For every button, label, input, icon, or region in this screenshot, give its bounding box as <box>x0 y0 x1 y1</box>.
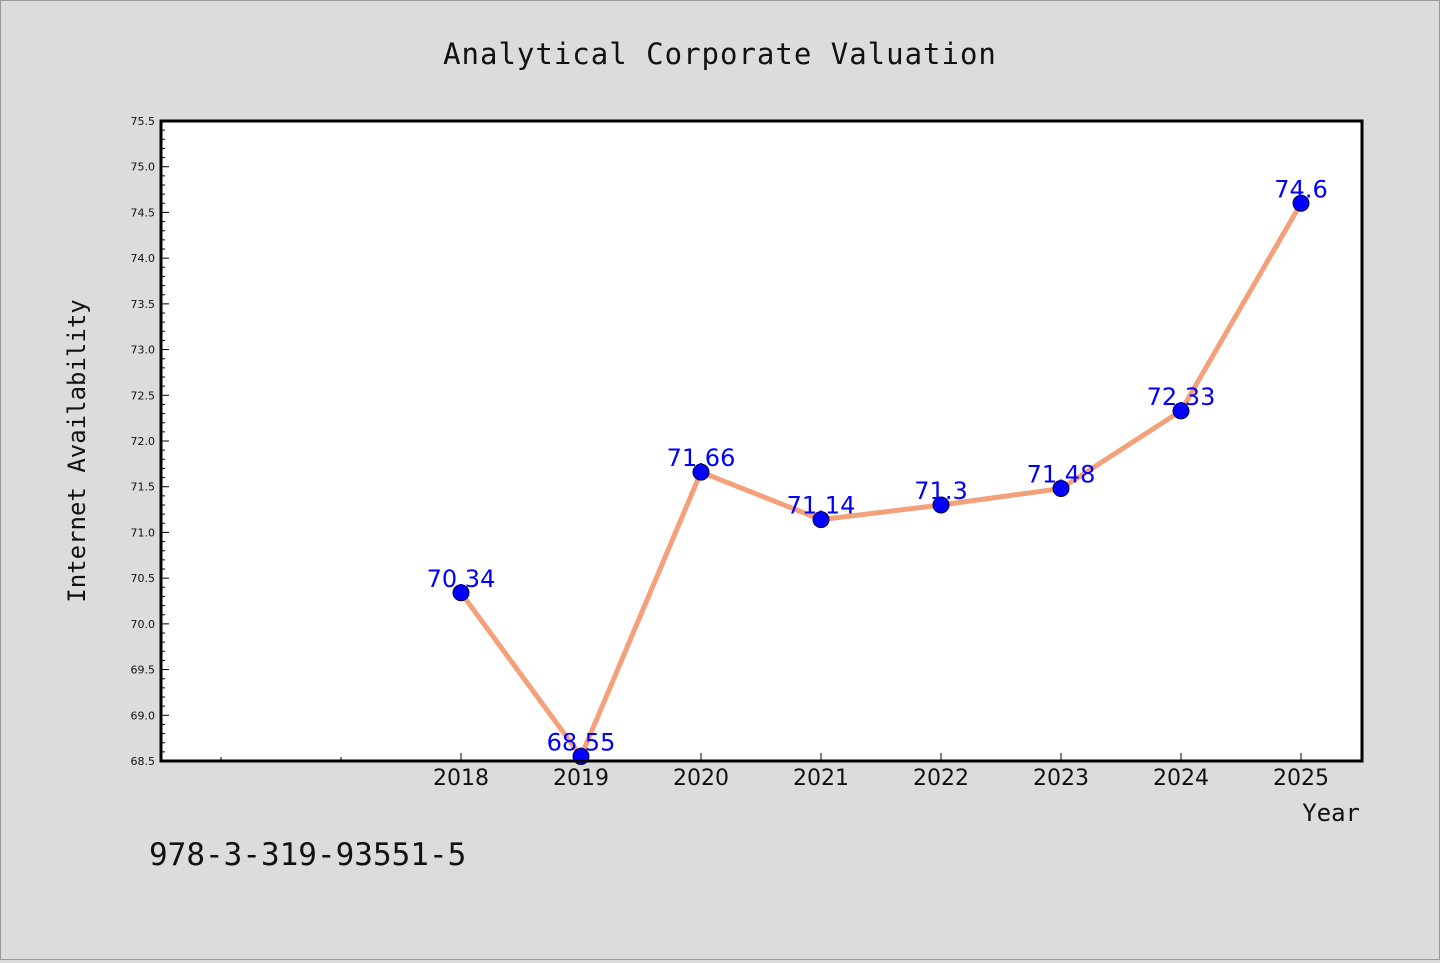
x-tick-label: 2022 <box>913 766 969 791</box>
y-tick-label: 72.0 <box>131 435 156 448</box>
y-tick-label: 70.5 <box>131 572 156 585</box>
y-tick-label: 71.5 <box>131 481 156 494</box>
data-label: 68.55 <box>547 728 616 756</box>
data-label: 71.3 <box>914 477 967 505</box>
data-label: 71.14 <box>787 492 856 520</box>
y-tick-label: 68.5 <box>131 755 156 768</box>
x-tick-label: 2025 <box>1273 766 1329 791</box>
data-point <box>452 584 470 602</box>
series-line <box>458 200 1304 759</box>
chart-title: Analytical Corporate Valuation <box>443 37 997 71</box>
y-tick-label: 75.0 <box>131 161 156 174</box>
x-tick-label: 2019 <box>553 766 609 791</box>
y-tick-label: 69.0 <box>131 709 156 722</box>
data-point <box>812 511 830 529</box>
y-tick-label: 73.5 <box>131 298 156 311</box>
y-tick-label: 75.5 <box>131 115 156 128</box>
data-point <box>932 496 950 514</box>
plot-area <box>161 121 1362 761</box>
data-series: 70.34 68.55 71.66 71.14 71.3 71.48 72.33 74.6 <box>427 175 1328 765</box>
data-label: 72.33 <box>1147 383 1216 411</box>
data-point <box>1292 194 1310 212</box>
data-label: 74.6 <box>1274 175 1327 203</box>
x-tick-label: 2021 <box>793 766 849 791</box>
x-tick-label: 2020 <box>673 766 729 791</box>
x-axis-title: Year <box>1302 799 1360 827</box>
x-tick-label: 2023 <box>1033 766 1089 791</box>
y-axis-title: Internet Availability <box>63 299 91 602</box>
plot-border <box>159 119 1364 763</box>
x-tick-label: 2024 <box>1153 766 1209 791</box>
data-point <box>692 463 710 481</box>
y-tick-label: 74.5 <box>131 206 156 219</box>
y-tick-label: 74.0 <box>131 252 156 265</box>
y-tick-label: 70.0 <box>131 618 156 631</box>
data-label: 71.48 <box>1027 461 1096 489</box>
data-label: 70.34 <box>427 565 496 593</box>
data-label: 71.66 <box>667 444 736 472</box>
x-tick-label: 2018 <box>433 766 489 791</box>
y-tick-label: 72.5 <box>131 389 156 402</box>
y-tick-label: 73.0 <box>131 344 156 357</box>
y-tick-label: 69.5 <box>131 664 156 677</box>
y-tick-label: 71.0 <box>131 526 156 539</box>
data-point <box>1172 402 1190 420</box>
x-axis-ticks: 2018 2019 2020 2021 2022 2023 2024 2025 <box>220 753 1329 791</box>
data-point <box>1052 480 1070 498</box>
footer-code: 978-3-319-93551-5 <box>149 837 466 873</box>
